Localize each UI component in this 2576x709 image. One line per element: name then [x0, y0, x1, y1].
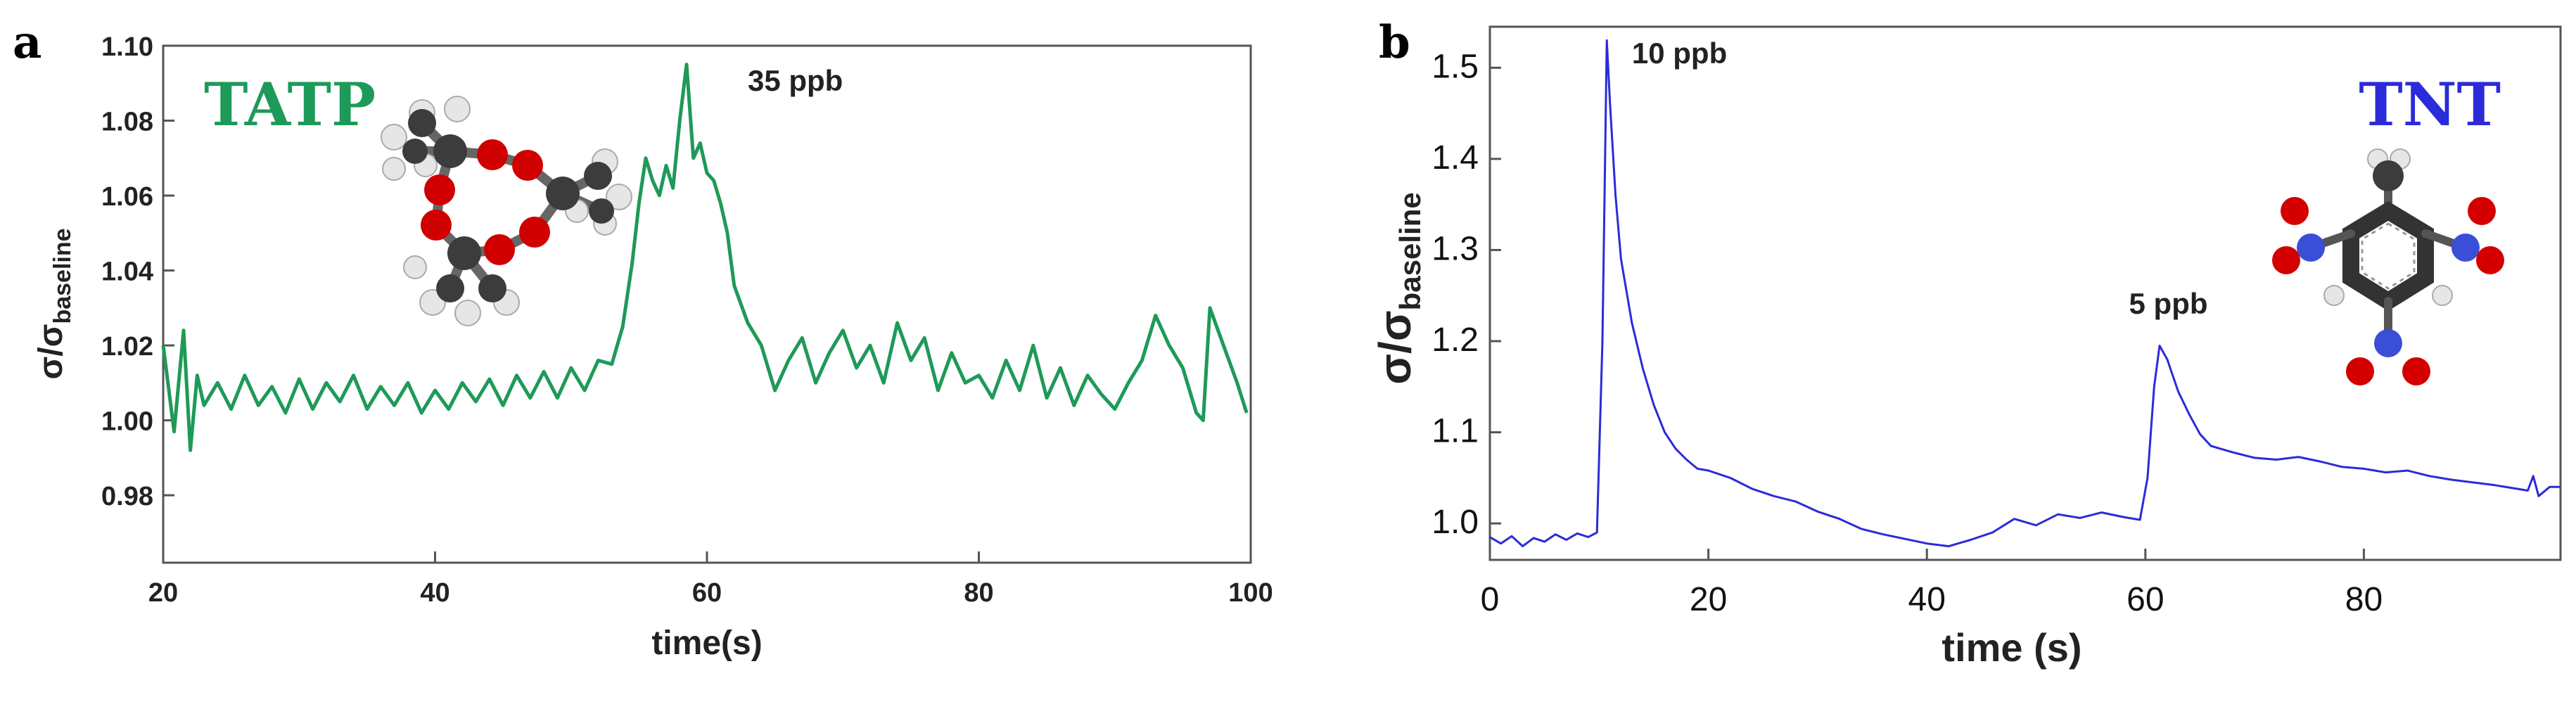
- y-tick-label-a-5: 1.08: [101, 108, 153, 137]
- x-tick-label-a-3: 80: [964, 578, 993, 608]
- x-tick-label-a-2: 60: [692, 578, 722, 608]
- xtick-labels-a: 20 40 60 80 100: [148, 578, 1273, 608]
- x-tick-label-b-0: 0: [1481, 581, 1500, 618]
- y-tick-label-b-4: 1.4: [1432, 139, 1479, 177]
- panel-a: a 0.98 1.00 1.02 1.04 1.06 1.08 1.10 20 40 60 80 1…: [13, 16, 1273, 662]
- ticks-a: [162, 44, 1252, 563]
- x-tick-label-b-2: 40: [1908, 581, 1946, 618]
- tatp-molecule-icon: [381, 96, 632, 326]
- data-series-tnt: [1489, 39, 2561, 548]
- y-axis-title-sub-b: baseline: [1394, 192, 1427, 310]
- panel-letter-a: a: [13, 16, 42, 69]
- y-axis-title-b: σ/σbaseline: [1370, 192, 1427, 384]
- y-tick-label-b-5: 1.5: [1432, 48, 1479, 85]
- x-axis-title-a: time(s): [651, 625, 762, 662]
- ytick-labels-b: 1.0 1.1 1.2 1.3 1.4 1.5: [1432, 48, 1479, 541]
- data-series-tatp: [161, 63, 1249, 452]
- y-tick-label-a-3: 1.04: [101, 257, 153, 287]
- compound-label-tnt: TNT: [2359, 70, 2501, 139]
- compound-label-tatp: TATP: [204, 70, 376, 139]
- x-tick-label-b-4: 80: [2345, 581, 2383, 618]
- ytick-labels-a: 0.98 1.00 1.02 1.04 1.06 1.08 1.10: [101, 32, 153, 511]
- y-axis-title-sub-a: baseline: [49, 228, 76, 324]
- y-tick-label-b-3: 1.3: [1432, 230, 1479, 267]
- x-tick-label-a-0: 20: [148, 578, 178, 608]
- panel-b: b 1.0 1.1 1.2 1.3 1.4 1.5 0 20 40 60 80: [1370, 16, 2562, 670]
- x-tick-label-b-3: 60: [2127, 581, 2164, 618]
- annotation-10-ppb: 10 ppb: [1632, 37, 1727, 70]
- annotation-5-ppb: 5 ppb: [2129, 287, 2208, 320]
- annotation-35-ppb: 35 ppb: [748, 64, 843, 97]
- y-tick-label-a-2: 1.02: [101, 332, 153, 362]
- y-axis-title-main-b: σ/σ: [1370, 310, 1420, 384]
- y-tick-label-b-0: 1.0: [1432, 504, 1479, 541]
- x-tick-label-b-1: 20: [1690, 581, 1727, 618]
- y-axis-title-a: σ/σbaseline: [32, 228, 76, 379]
- y-axis-title-main-a: σ/σ: [32, 324, 70, 380]
- x-tick-label-a-1: 40: [420, 578, 449, 608]
- tnt-molecule-icon: [2272, 148, 2504, 385]
- y-tick-label-a-6: 1.10: [101, 32, 153, 62]
- y-tick-label-a-0: 0.98: [101, 482, 153, 511]
- plot-frame-b: [1488, 25, 2562, 561]
- xtick-labels-b: 0 20 40 60 80: [1481, 581, 2383, 618]
- y-tick-label-a-4: 1.06: [101, 182, 153, 212]
- y-tick-label-b-2: 1.2: [1432, 321, 1479, 359]
- x-tick-label-a-4: 100: [1228, 578, 1273, 608]
- x-axis-title-b: time (s): [1941, 625, 2081, 670]
- ticks-b: [1488, 66, 2365, 560]
- y-tick-label-a-1: 1.00: [101, 407, 153, 437]
- panel-letter-b: b: [1379, 16, 1410, 69]
- y-tick-label-b-1: 1.1: [1432, 413, 1479, 450]
